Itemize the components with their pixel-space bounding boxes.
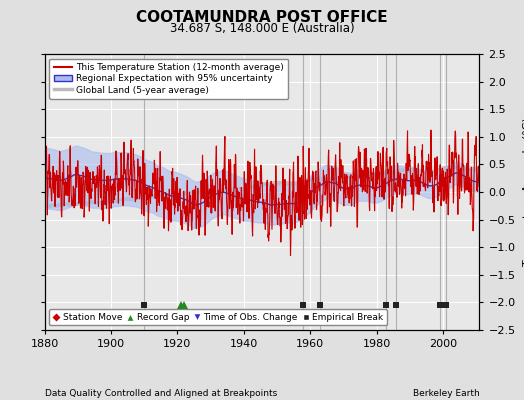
Y-axis label: Temperature Anomaly (°C): Temperature Anomaly (°C) [522, 118, 524, 266]
Text: Data Quality Controlled and Aligned at Breakpoints: Data Quality Controlled and Aligned at B… [45, 389, 277, 398]
Text: 34.687 S, 148.000 E (Australia): 34.687 S, 148.000 E (Australia) [170, 22, 354, 35]
Text: Berkeley Earth: Berkeley Earth [413, 389, 479, 398]
Legend: Station Move, Record Gap, Time of Obs. Change, Empirical Break: Station Move, Record Gap, Time of Obs. C… [49, 309, 387, 326]
Text: COOTAMUNDRA POST OFFICE: COOTAMUNDRA POST OFFICE [136, 10, 388, 25]
